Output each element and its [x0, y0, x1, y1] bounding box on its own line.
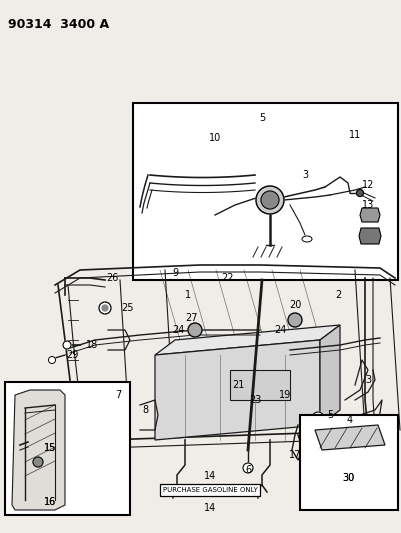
- Circle shape: [255, 186, 283, 214]
- Text: 5: 5: [258, 113, 265, 123]
- Text: 2: 2: [334, 290, 340, 300]
- Circle shape: [242, 463, 252, 473]
- Circle shape: [33, 457, 43, 467]
- Text: 14: 14: [203, 503, 216, 513]
- Text: 16: 16: [44, 497, 56, 507]
- Text: 12: 12: [361, 180, 373, 190]
- Text: 11: 11: [348, 130, 360, 140]
- Bar: [133, 103, 397, 280]
- Polygon shape: [12, 390, 65, 510]
- Bar: [229, 370, 289, 400]
- Text: 24: 24: [171, 325, 184, 335]
- Text: 26: 26: [105, 273, 118, 283]
- Text: 3: 3: [301, 170, 307, 180]
- Text: 14: 14: [203, 471, 216, 481]
- Text: 17: 17: [288, 450, 300, 460]
- Text: 10: 10: [209, 133, 221, 143]
- Bar: [5, 382, 130, 515]
- Text: 18: 18: [86, 340, 98, 350]
- Polygon shape: [358, 228, 380, 244]
- Text: 22: 22: [221, 273, 234, 283]
- Circle shape: [356, 190, 363, 197]
- Bar: [299, 415, 397, 510]
- Text: 90314  3400 A: 90314 3400 A: [8, 18, 109, 31]
- Text: 3: 3: [364, 375, 370, 385]
- Polygon shape: [314, 425, 384, 450]
- Text: 24: 24: [273, 325, 286, 335]
- Text: 20: 20: [288, 300, 300, 310]
- Text: 16: 16: [44, 497, 56, 507]
- Ellipse shape: [301, 236, 311, 242]
- Text: 15: 15: [44, 443, 56, 453]
- Text: 30: 30: [341, 473, 353, 483]
- Text: 29: 29: [66, 350, 78, 360]
- Text: 6: 6: [244, 465, 251, 475]
- Text: 21: 21: [231, 380, 243, 390]
- Text: 1: 1: [184, 290, 190, 300]
- Text: 15: 15: [44, 443, 56, 453]
- Text: 5: 5: [326, 410, 332, 420]
- Text: 23: 23: [248, 395, 261, 405]
- Text: 19: 19: [278, 390, 290, 400]
- Circle shape: [49, 357, 55, 364]
- Text: PURCHASE GASOLINE ONLY: PURCHASE GASOLINE ONLY: [162, 487, 257, 493]
- Circle shape: [102, 305, 108, 311]
- Circle shape: [287, 313, 301, 327]
- Text: 4: 4: [346, 415, 352, 425]
- Circle shape: [311, 412, 323, 424]
- Circle shape: [63, 341, 71, 349]
- Circle shape: [260, 191, 278, 209]
- Text: 27: 27: [185, 313, 198, 323]
- Text: 25: 25: [122, 303, 134, 313]
- Circle shape: [188, 323, 201, 337]
- Text: 7: 7: [115, 390, 121, 400]
- Polygon shape: [155, 325, 339, 355]
- Circle shape: [99, 302, 111, 314]
- Text: 30: 30: [341, 473, 353, 483]
- Text: 13: 13: [361, 200, 373, 210]
- Text: 8: 8: [142, 405, 148, 415]
- Polygon shape: [359, 208, 379, 222]
- Text: 9: 9: [172, 268, 178, 278]
- Polygon shape: [319, 325, 339, 425]
- Polygon shape: [155, 340, 319, 440]
